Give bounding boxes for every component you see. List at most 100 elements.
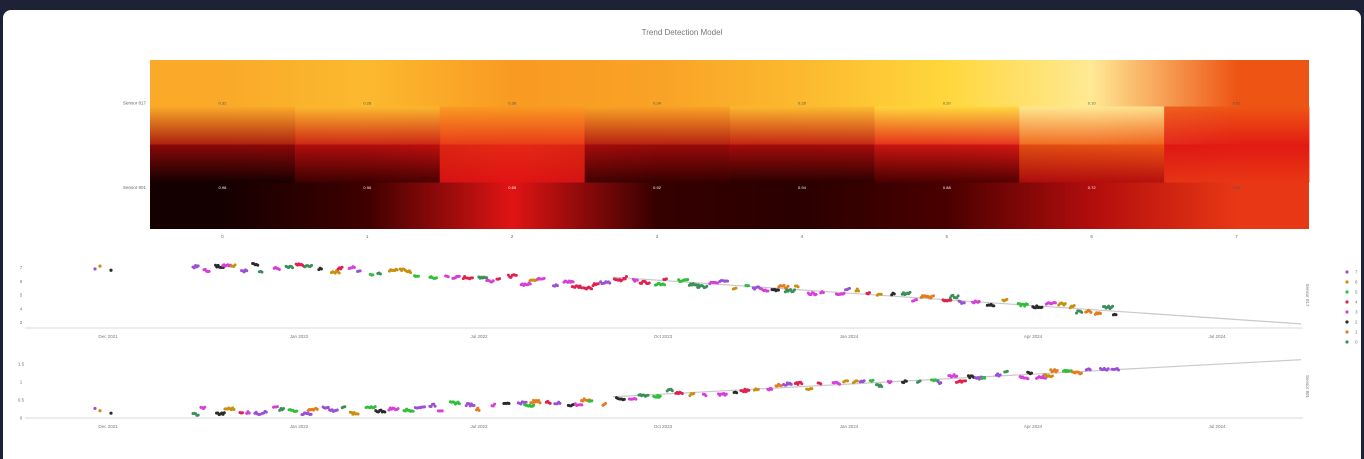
data-point xyxy=(203,405,207,409)
data-point xyxy=(396,407,400,411)
data-point xyxy=(998,373,1002,377)
data-point xyxy=(784,383,788,387)
data-point xyxy=(855,379,859,383)
heatmap-cell-label: 0.32 xyxy=(219,100,228,105)
y-tick-label: 4 xyxy=(20,306,23,311)
data-point xyxy=(446,275,450,279)
data-point xyxy=(743,387,747,391)
data-point xyxy=(558,401,562,405)
x-tick-label: Jul 2024 xyxy=(1208,334,1226,339)
legend-marker xyxy=(1345,300,1349,304)
x-tick-label: Jul 2022 xyxy=(470,424,488,429)
data-point xyxy=(704,394,708,398)
x-tick-label: Jan 2022 xyxy=(290,424,309,429)
heatmap-cell-label: 0.28 xyxy=(798,100,807,105)
data-point xyxy=(792,288,796,292)
data-point xyxy=(608,281,612,285)
data-point xyxy=(838,382,842,386)
heatmap-cell xyxy=(874,106,1020,183)
data-point xyxy=(258,412,262,416)
y-tick-label: 6 xyxy=(20,279,23,284)
legend-label: 1 xyxy=(1355,330,1358,335)
data-point xyxy=(956,294,960,298)
legend-marker xyxy=(1345,340,1349,344)
data-point xyxy=(378,272,382,276)
data-point xyxy=(1053,368,1057,372)
data-point xyxy=(857,289,861,293)
heatmap-cell-label: 0.92 xyxy=(653,185,662,190)
data-point xyxy=(879,292,883,296)
y-tick-label: 7 xyxy=(20,265,23,270)
data-point xyxy=(93,406,97,411)
heatmap-x-label: 1 xyxy=(366,234,369,239)
data-point xyxy=(716,281,720,285)
data-point xyxy=(646,393,650,397)
legend-label: 7 xyxy=(1355,270,1358,275)
data-point xyxy=(770,387,774,391)
data-point xyxy=(821,291,825,295)
data-point xyxy=(819,382,823,386)
data-point xyxy=(955,374,959,378)
data-point xyxy=(663,283,667,287)
heatmap-cell-label: 0.58 xyxy=(1233,185,1242,190)
heatmap-cell xyxy=(729,106,875,183)
data-point xyxy=(1005,297,1009,301)
data-point xyxy=(343,405,347,409)
data-point xyxy=(310,263,314,267)
heatmap-cell-label: 0.94 xyxy=(798,185,807,190)
heatmap-cell-label: 0.10 xyxy=(1088,100,1097,105)
data-point xyxy=(842,291,846,295)
data-point xyxy=(241,411,245,415)
data-point xyxy=(680,392,684,396)
data-point xyxy=(485,276,489,280)
data-point xyxy=(326,405,330,409)
data-point xyxy=(596,282,600,286)
data-point xyxy=(734,286,738,290)
data-point xyxy=(1088,368,1092,372)
legend-marker xyxy=(1345,320,1349,324)
data-point xyxy=(530,401,534,405)
heatmap-cell-label: 0.65 xyxy=(508,185,517,190)
data-point xyxy=(470,276,474,280)
heatmap-x-label: 4 xyxy=(801,234,804,239)
x-tick-label: Jan 2024 xyxy=(840,334,859,339)
data-point xyxy=(493,402,497,406)
x-tick-label: Apr 2024 xyxy=(1024,424,1043,429)
heatmap-x-label: 6 xyxy=(1090,234,1093,239)
data-point xyxy=(309,412,313,416)
data-point xyxy=(779,384,783,388)
data-point xyxy=(747,388,751,392)
data-point xyxy=(1089,310,1093,314)
data-point xyxy=(260,270,264,274)
data-point xyxy=(383,410,387,414)
data-point xyxy=(457,274,461,278)
x-tick-label: Jan 2024 xyxy=(840,424,859,429)
legend-label: 2 xyxy=(1355,320,1358,325)
data-point xyxy=(580,403,584,407)
data-point xyxy=(983,376,987,380)
chart-svg: 0.32 0.28 0.36 0.34 0.28 0.20 0.10 0.520.98 0.90… xyxy=(18,60,1358,429)
data-point xyxy=(1099,312,1103,316)
legend-label: 6 xyxy=(1355,280,1358,285)
y-tick-label: 1.5 xyxy=(18,362,25,367)
data-point xyxy=(904,379,908,383)
legend-marker xyxy=(1345,310,1349,314)
data-point xyxy=(782,283,786,287)
data-point xyxy=(222,411,226,415)
data-point xyxy=(514,273,518,277)
data-point xyxy=(908,290,912,294)
data-point xyxy=(1111,304,1115,308)
data-point xyxy=(1055,368,1059,372)
data-point xyxy=(395,268,399,272)
data-point xyxy=(358,269,362,273)
y-axis-title: Sensor 801 xyxy=(1305,375,1310,399)
heatmap-cell xyxy=(584,106,730,183)
y-axis-title: Sensor 817 xyxy=(1305,283,1310,307)
data-point xyxy=(796,285,800,289)
data-point xyxy=(634,397,638,401)
legend-label: 3 xyxy=(1355,310,1358,315)
data-point xyxy=(918,379,922,383)
data-point xyxy=(319,267,323,271)
data-point xyxy=(800,382,804,386)
data-point xyxy=(962,301,966,305)
